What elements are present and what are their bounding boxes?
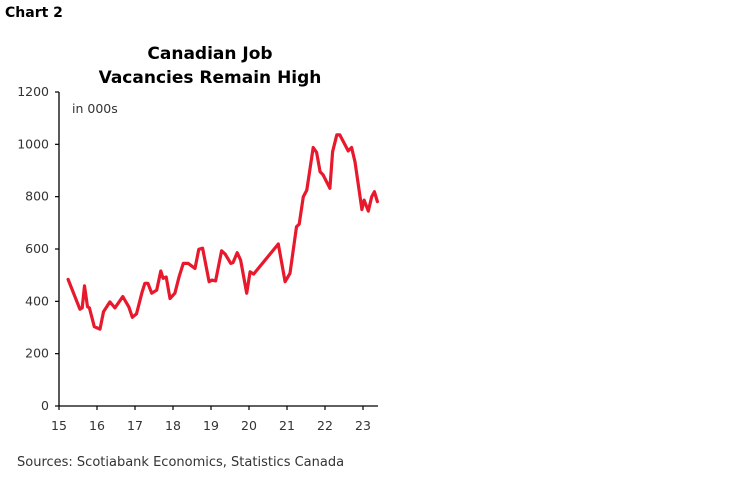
x-tick-label: 23 <box>355 418 371 433</box>
x-tick-label: 15 <box>51 418 67 433</box>
chart-title: Canadian Job Vacancies Remain High <box>60 42 360 90</box>
x-tick-label: 21 <box>279 418 295 433</box>
x-tick-label: 18 <box>165 418 181 433</box>
y-tick-label: 200 <box>25 346 49 361</box>
x-tick-label: 16 <box>89 418 105 433</box>
y-tick-label: 1200 <box>17 84 49 99</box>
y-tick-label: 400 <box>25 293 49 308</box>
x-tick-label: 20 <box>241 418 257 433</box>
source-note: Sources: Scotiabank Economics, Statistic… <box>17 455 345 470</box>
y-tick-label: 800 <box>25 189 49 204</box>
y-tick-label: 600 <box>25 241 49 256</box>
chart-number-label: Chart 2 <box>5 5 63 21</box>
unit-label: in 000s <box>72 101 118 116</box>
y-tick-label: 0 <box>41 398 49 413</box>
y-tick-label: 1000 <box>17 136 49 151</box>
chart-title-line-1: Canadian Job <box>147 44 273 64</box>
series-line <box>66 133 379 331</box>
x-tick-label: 17 <box>127 418 143 433</box>
x-tick-label: 19 <box>203 418 219 433</box>
chart-title-line-2: Vacancies Remain High <box>98 68 322 88</box>
x-tick-label: 22 <box>317 418 333 433</box>
